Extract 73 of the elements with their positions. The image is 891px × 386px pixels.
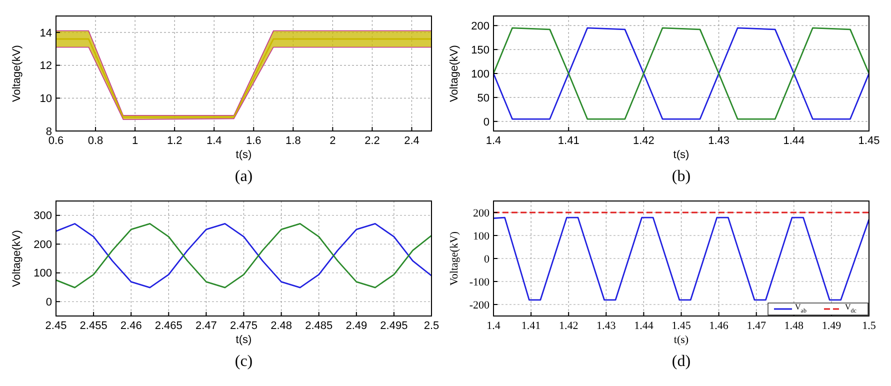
x-tick-label: 1.46 [709,320,729,332]
x-tick-label: 2.49 [346,320,368,332]
x-tick-label: 2.5 [424,320,440,332]
x-tick-label: 1.41 [521,320,541,332]
x-tick-label: 1.42 [632,135,654,147]
x-tick-label: 0.8 [88,135,104,147]
x-tick-label: 2.45 [45,320,67,332]
y-tick-label: 100 [473,230,490,242]
x-tick-label: 1 [132,135,138,147]
x-tick-label: 2.2 [364,135,380,147]
x-axis-title: t(s) [673,149,690,161]
y-tick-label: 50 [477,92,490,104]
x-tick-label: 2.465 [154,320,182,332]
x-tick-label: 1.4 [486,320,501,332]
legend-label: V$_{dc}$ [845,302,857,314]
x-tick-label: 2.495 [380,320,408,332]
line-series [494,27,869,120]
x-tick-label: 1.45 [672,320,692,332]
line-series [56,223,432,288]
y-tick-label: -100 [469,276,490,288]
line-series [494,216,869,301]
y-tick-label: 150 [471,44,490,56]
y-axis-title: Voltage(kV) [448,231,460,286]
y-tick-label: 0 [483,116,490,128]
y-tick-label: 200 [471,20,490,32]
x-tick-label: 1.4 [486,135,502,147]
x-tick-label: 2.46 [120,320,142,332]
x-tick-label: 1.48 [784,320,804,332]
y-tick-label: 200 [34,238,52,251]
x-tick-label: 2.47 [195,320,217,332]
x-tick-label: 2.48 [270,320,292,332]
y-tick-label: 10 [40,92,52,105]
text: (d) [672,353,691,370]
y-tick-label: 200 [473,207,490,220]
x-tick-label: 2.455 [80,320,108,332]
x-tick-label: 1.47 [746,320,766,332]
x-tick-label: 2.485 [305,320,333,332]
x-axis-title: t(s) [236,149,252,161]
x-tick-label: 1.44 [634,320,654,332]
x-tick-label: 1.8 [286,135,301,147]
text: (b) [672,168,691,185]
x-tick-label: 1.6 [246,135,262,147]
x-tick-label: 2 [330,135,336,147]
x-tick-label: 0.6 [48,135,64,147]
y-tick-label: 8 [46,126,52,138]
y-tick-label: 300 [34,210,52,222]
y-tick-label: 12 [40,60,52,72]
x-axis-title: t(s) [236,334,252,346]
x-tick-label: 1.41 [558,135,580,147]
x-tick-label: 1.44 [783,135,805,147]
y-tick-label: -200 [469,299,490,312]
x-tick-label: 1.2 [166,135,182,147]
x-tick-label: 1.45 [858,135,880,147]
x-tick-label: 1.42 [558,320,578,332]
y-tick-label: 14 [40,27,52,40]
x-tick-label: 1.43 [596,320,616,332]
x-axis-title: t(s) [674,334,689,346]
y-tick-label: 0 [46,296,52,308]
x-tick-label: 2.475 [230,320,258,332]
y-axis-title: Voltage(kV) [448,45,460,102]
y-axis-title: Voltage(kV) [11,230,23,287]
text: (a) [234,168,253,185]
y-axis-title: Voltage(kV) [11,45,23,102]
x-tick-label: 1.43 [708,135,730,147]
y-tick-label: 0 [484,253,490,266]
x-tick-label: 1.5 [862,320,876,332]
x-tick-label: 1.4 [206,135,222,147]
x-tick-label: 2.4 [404,135,420,147]
text: (c) [234,353,253,370]
legend-label: V$_{ab}$ [795,302,806,314]
x-tick-label: 1.49 [822,320,842,332]
y-tick-label: 100 [34,268,52,280]
y-tick-label: 100 [471,68,490,80]
